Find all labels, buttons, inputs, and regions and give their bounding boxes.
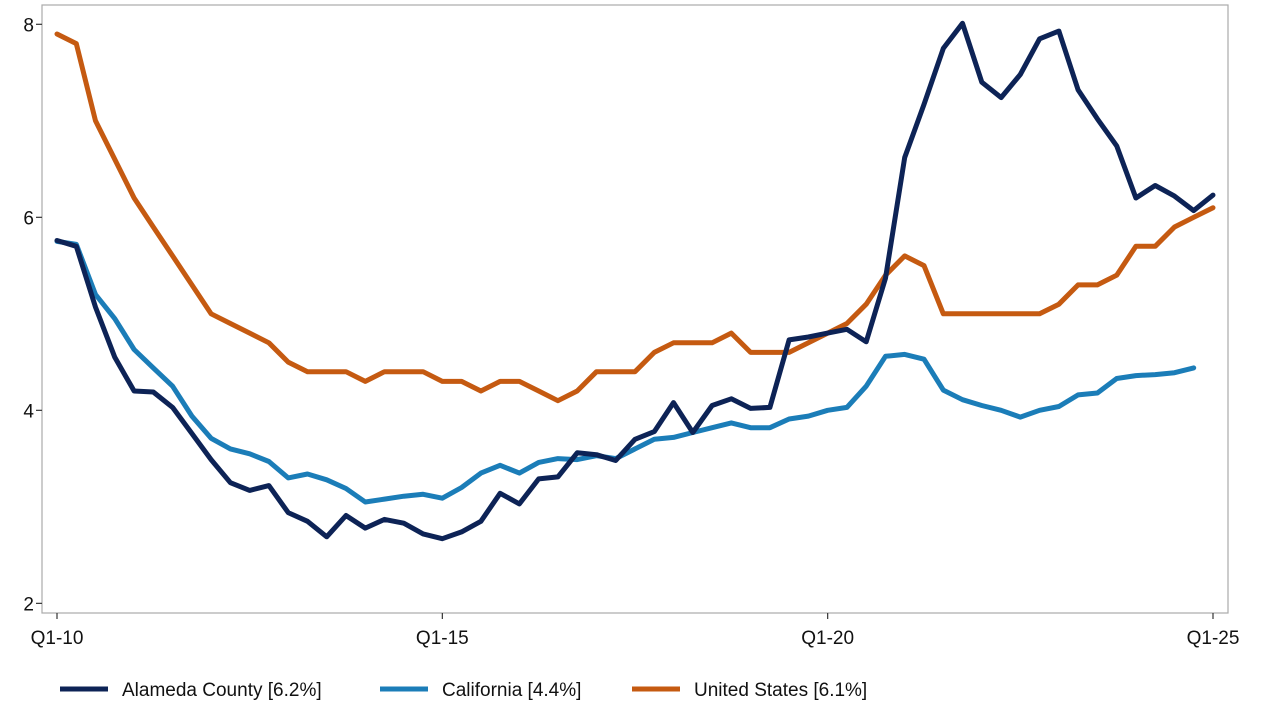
series-layer [54, 20, 1216, 542]
legend-label: Alameda County [6.2%] [122, 680, 322, 701]
y-tick-label: 4 [23, 401, 34, 422]
series-line-1 [54, 238, 1197, 505]
y-tick-label: 8 [23, 15, 34, 36]
x-tick-label: Q1-10 [31, 628, 84, 649]
x-tick-label: Q1-15 [416, 628, 469, 649]
plot-frame [41, 4, 1229, 614]
legend-label: United States [6.1%] [694, 680, 867, 701]
series-line-0 [54, 20, 1216, 542]
legend-label: California [4.4%] [442, 680, 581, 701]
y-tick-label: 2 [23, 594, 34, 615]
x-tick-label: Q1-20 [801, 628, 854, 649]
series-line-2 [54, 31, 1216, 404]
x-tick-label: Q1-25 [1187, 628, 1240, 649]
y-tick-label: 6 [23, 208, 34, 229]
legend: Alameda County [6.2%] California [4.4%] Un… [60, 680, 867, 701]
axes: 2 4 6 8 Q1-10 Q1-15 Q1-20 Q1-25 [23, 15, 1239, 649]
